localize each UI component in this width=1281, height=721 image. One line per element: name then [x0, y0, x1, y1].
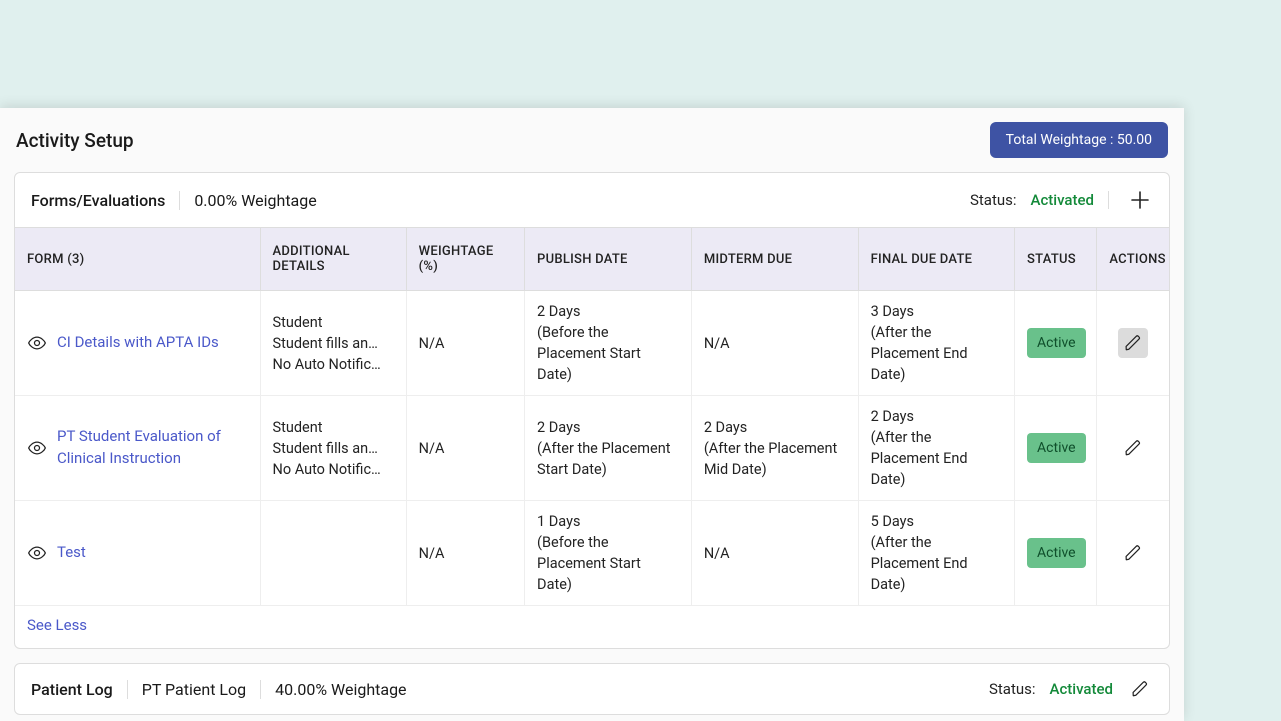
- table-row: Test N/A 1 Days (Before the Placement Start…: [15, 501, 1169, 606]
- col-form: FORM (3): [15, 228, 260, 291]
- eye-icon[interactable]: [27, 543, 47, 563]
- status-pill: Active: [1027, 328, 1086, 358]
- table-row: PT Student Evaluation of Clinical Instru…: [15, 396, 1169, 501]
- col-final: FINAL DUE DATE: [858, 228, 1014, 291]
- col-status: STATUS: [1015, 228, 1097, 291]
- edit-section-button[interactable]: [1127, 676, 1153, 702]
- plus-icon: [1131, 191, 1149, 209]
- final-line1: 5 Days: [871, 513, 914, 530]
- section-subtitle: PT Patient Log: [142, 680, 261, 699]
- add-form-button[interactable]: [1127, 187, 1153, 213]
- details-line: Student: [273, 417, 394, 438]
- section-header: Forms/Evaluations 0.00% Weightage Status…: [15, 173, 1169, 227]
- table-row: CI Details with APTA IDs StudentStudent f…: [15, 291, 1169, 396]
- section-weightage: 0.00% Weightage: [194, 191, 330, 210]
- details-line: No Auto Notific…: [273, 354, 394, 375]
- final-line2: (After the Placement End Date): [871, 324, 968, 383]
- details-line: Student: [273, 312, 394, 333]
- midterm-line1: N/A: [704, 335, 730, 352]
- details-line: Student fills an…: [273, 438, 394, 459]
- final-line2: (After the Placement End Date): [871, 534, 968, 593]
- details-line: No Auto Notific…: [273, 459, 394, 480]
- status-pill: Active: [1027, 433, 1086, 463]
- publish-line2: (Before the Placement Start Date): [537, 534, 641, 593]
- status-label: Status:: [970, 191, 1017, 209]
- midterm-line1: 2 Days: [704, 419, 747, 436]
- eye-icon[interactable]: [27, 438, 47, 458]
- final-line1: 2 Days: [871, 408, 914, 425]
- col-actions: ACTIONS: [1097, 228, 1169, 291]
- details-line: Student fills an…: [273, 333, 394, 354]
- eye-icon[interactable]: [27, 333, 47, 353]
- final-line2: (After the Placement End Date): [871, 429, 968, 488]
- panel-header: Activity Setup Total Weightage : 50.00: [0, 108, 1184, 172]
- status-value: Activated: [1031, 191, 1110, 209]
- page-title: Activity Setup: [16, 129, 134, 152]
- col-additional: ADDITIONAL DETAILS: [260, 228, 406, 291]
- publish-line2: (After the Placement Start Date): [537, 440, 670, 478]
- section-title: Forms/Evaluations: [31, 191, 180, 210]
- status-label: Status:: [989, 680, 1036, 698]
- form-name-link[interactable]: PT Student Evaluation of Clinical Instru…: [57, 426, 248, 470]
- midterm-line2: (After the Placement Mid Date): [704, 440, 837, 478]
- midterm-line1: N/A: [704, 545, 730, 562]
- status-value: Activated: [1050, 680, 1114, 698]
- section-header: Patient Log PT Patient Log 40.00% Weight…: [15, 664, 1169, 714]
- pencil-icon: [1131, 680, 1149, 698]
- weightage-cell: N/A: [406, 501, 524, 606]
- edit-row-button[interactable]: [1118, 328, 1148, 358]
- total-weightage-badge: Total Weightage : 50.00: [990, 122, 1168, 158]
- section-weightage: 40.00% Weightage: [275, 680, 420, 699]
- section-title: Patient Log: [31, 680, 128, 699]
- form-name-link[interactable]: Test: [57, 542, 86, 564]
- forms-table: FORM (3) ADDITIONAL DETAILS WEIGHTAGE (%…: [15, 227, 1169, 606]
- publish-line2: (Before the Placement Start Date): [537, 324, 641, 383]
- status-pill: Active: [1027, 538, 1086, 568]
- forms-evaluations-section: Forms/Evaluations 0.00% Weightage Status…: [14, 172, 1170, 649]
- activity-setup-panel: Activity Setup Total Weightage : 50.00 F…: [0, 108, 1184, 721]
- col-midterm: MIDTERM DUE: [691, 228, 858, 291]
- weightage-cell: N/A: [406, 396, 524, 501]
- col-publish: PUBLISH DATE: [525, 228, 692, 291]
- patient-log-section: Patient Log PT Patient Log 40.00% Weight…: [14, 663, 1170, 715]
- col-weightage: WEIGHTAGE (%): [406, 228, 524, 291]
- form-name-link[interactable]: CI Details with APTA IDs: [57, 332, 219, 354]
- edit-row-button[interactable]: [1118, 433, 1148, 463]
- edit-row-button[interactable]: [1118, 538, 1148, 568]
- weightage-cell: N/A: [406, 291, 524, 396]
- publish-line1: 1 Days: [537, 513, 580, 530]
- publish-line1: 2 Days: [537, 419, 580, 436]
- publish-line1: 2 Days: [537, 303, 580, 320]
- final-line1: 3 Days: [871, 303, 914, 320]
- table-header-row: FORM (3) ADDITIONAL DETAILS WEIGHTAGE (%…: [15, 228, 1169, 291]
- see-less-link[interactable]: See Less: [15, 606, 1169, 648]
